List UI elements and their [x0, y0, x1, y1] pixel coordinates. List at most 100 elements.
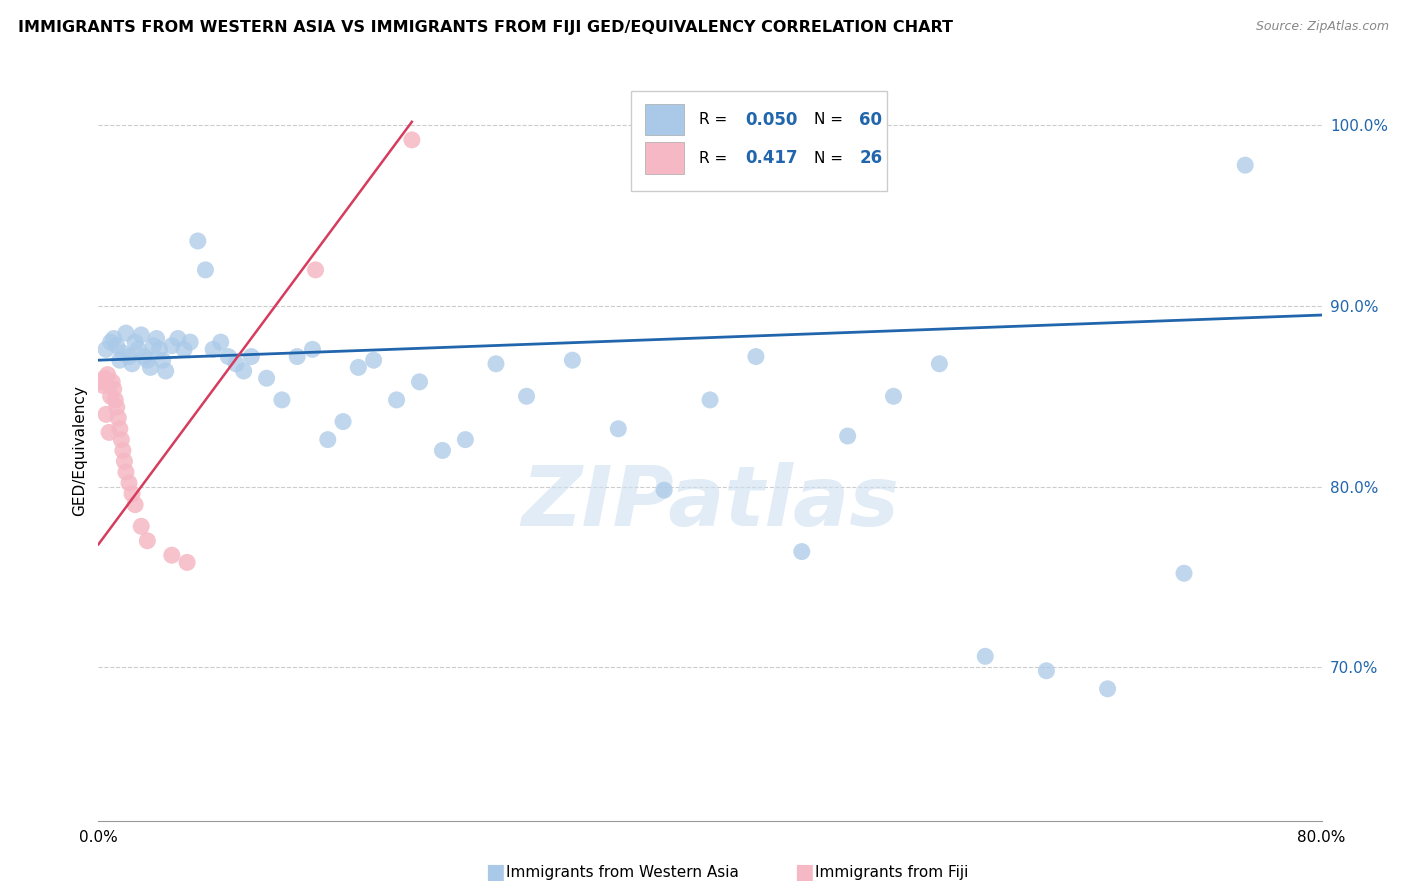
- Text: R =: R =: [699, 151, 733, 166]
- Point: [883, 389, 905, 403]
- Point: [485, 357, 508, 371]
- Point: [837, 429, 859, 443]
- Point: [93, 371, 115, 385]
- Point: [699, 392, 721, 407]
- Point: [173, 343, 195, 357]
- Text: 26: 26: [859, 149, 883, 167]
- Point: [94, 408, 117, 422]
- Text: ZIPatlas: ZIPatlas: [522, 462, 898, 543]
- Point: [105, 400, 128, 414]
- Point: [240, 350, 263, 364]
- Point: [139, 360, 162, 375]
- FancyBboxPatch shape: [645, 104, 685, 135]
- Point: [115, 465, 138, 479]
- Point: [108, 422, 131, 436]
- Point: [111, 346, 134, 360]
- Point: [129, 519, 152, 533]
- Point: [108, 353, 131, 368]
- Point: [121, 487, 143, 501]
- Point: [408, 375, 430, 389]
- Point: [270, 392, 292, 407]
- Point: [607, 422, 630, 436]
- Point: [432, 443, 454, 458]
- Point: [561, 353, 583, 368]
- Point: [142, 339, 165, 353]
- Point: [118, 350, 141, 364]
- Text: ■: ■: [794, 863, 814, 882]
- Text: 0.050: 0.050: [745, 111, 797, 128]
- Point: [112, 454, 135, 468]
- Point: [136, 353, 159, 368]
- Point: [1173, 566, 1195, 581]
- Point: [285, 350, 308, 364]
- Point: [104, 392, 127, 407]
- Text: Immigrants from Western Asia: Immigrants from Western Asia: [506, 865, 740, 880]
- Point: [401, 133, 423, 147]
- Point: [115, 326, 138, 340]
- Point: [225, 357, 247, 371]
- Text: 60: 60: [859, 111, 882, 128]
- Point: [118, 475, 141, 490]
- Text: Source: ZipAtlas.com: Source: ZipAtlas.com: [1256, 20, 1389, 33]
- Text: Immigrants from Fiji: Immigrants from Fiji: [815, 865, 969, 880]
- Point: [127, 343, 149, 357]
- Point: [363, 353, 385, 368]
- Point: [111, 443, 134, 458]
- Point: [167, 331, 190, 345]
- Point: [316, 433, 339, 447]
- Point: [516, 389, 538, 403]
- Point: [256, 371, 278, 385]
- Text: IMMIGRANTS FROM WESTERN ASIA VS IMMIGRANTS FROM FIJI GED/EQUIVALENCY CORRELATION: IMMIGRANTS FROM WESTERN ASIA VS IMMIGRAN…: [18, 20, 953, 35]
- Point: [1234, 158, 1257, 172]
- Point: [100, 389, 122, 403]
- Text: 0.417: 0.417: [745, 149, 799, 167]
- Point: [1035, 664, 1057, 678]
- Point: [301, 343, 323, 357]
- Point: [136, 533, 159, 548]
- Point: [107, 411, 129, 425]
- Point: [179, 335, 201, 350]
- Point: [194, 263, 217, 277]
- FancyBboxPatch shape: [630, 91, 887, 192]
- Point: [202, 343, 225, 357]
- Point: [928, 357, 950, 371]
- Point: [103, 382, 125, 396]
- Point: [332, 415, 354, 429]
- Point: [160, 548, 183, 562]
- Point: [129, 327, 152, 342]
- Y-axis label: GED/Equivalency: GED/Equivalency: [72, 385, 87, 516]
- Point: [209, 335, 232, 350]
- Point: [91, 378, 114, 392]
- Point: [98, 425, 121, 440]
- Point: [347, 360, 370, 375]
- Point: [145, 331, 167, 345]
- Point: [745, 350, 768, 364]
- Point: [100, 335, 122, 350]
- Text: ■: ■: [485, 863, 505, 882]
- Point: [385, 392, 408, 407]
- Point: [790, 544, 813, 558]
- Point: [454, 433, 477, 447]
- Point: [124, 335, 146, 350]
- Text: N =: N =: [814, 112, 848, 127]
- Point: [105, 339, 128, 353]
- Point: [121, 357, 143, 371]
- Point: [101, 375, 124, 389]
- Point: [232, 364, 254, 378]
- Point: [217, 350, 239, 364]
- Text: R =: R =: [699, 112, 733, 127]
- FancyBboxPatch shape: [645, 143, 685, 174]
- Point: [134, 350, 156, 364]
- Point: [974, 649, 997, 664]
- Point: [110, 433, 132, 447]
- Point: [103, 331, 125, 345]
- Point: [176, 556, 198, 570]
- Point: [97, 368, 120, 382]
- Text: N =: N =: [814, 151, 848, 166]
- Point: [160, 339, 183, 353]
- Point: [124, 498, 146, 512]
- Point: [1097, 681, 1119, 696]
- Point: [155, 364, 177, 378]
- Point: [652, 483, 675, 498]
- Point: [90, 375, 112, 389]
